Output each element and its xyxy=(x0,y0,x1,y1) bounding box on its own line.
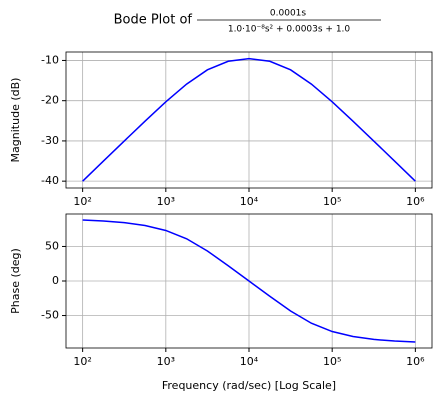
y-tick-label: -40 xyxy=(41,174,59,187)
data-line xyxy=(82,219,416,343)
axes-frame xyxy=(65,213,433,349)
x-tick-label: 10⁶ xyxy=(406,195,425,208)
x-tick-label: 10⁶ xyxy=(406,355,425,368)
chart-title: Bode Plot of xyxy=(114,13,193,28)
y-tick-label: 50 xyxy=(45,239,59,252)
data-line xyxy=(82,57,416,182)
title-numerator: 0.0001s xyxy=(270,9,306,19)
y-tick-label: -10 xyxy=(41,53,59,66)
y-axis-label: Phase (deg) xyxy=(9,248,22,314)
x-tick-label: 10³ xyxy=(157,355,175,368)
x-tick-label: 10² xyxy=(73,355,91,368)
x-tick-label: 10⁵ xyxy=(323,195,341,208)
y-tick-label: -30 xyxy=(41,134,59,147)
y-axis-label: Magnitude (dB) xyxy=(9,78,22,163)
y-tick-label: 0 xyxy=(52,274,59,287)
x-tick-label: 10³ xyxy=(157,195,175,208)
x-tick-label: 10² xyxy=(73,195,91,208)
x-axis-label: Frequency (rad/sec) [Log Scale] xyxy=(162,379,336,392)
y-tick-label: -50 xyxy=(41,309,59,322)
x-tick-label: 10⁴ xyxy=(240,195,259,208)
y-tick-label: -20 xyxy=(41,94,59,107)
x-tick-label: 10⁴ xyxy=(240,355,259,368)
x-tick-label: 10⁵ xyxy=(323,355,341,368)
title-denominator: 1.0·10⁻⁸s² + 0.0003s + 1.0 xyxy=(228,25,351,35)
axes-frame xyxy=(65,51,433,189)
